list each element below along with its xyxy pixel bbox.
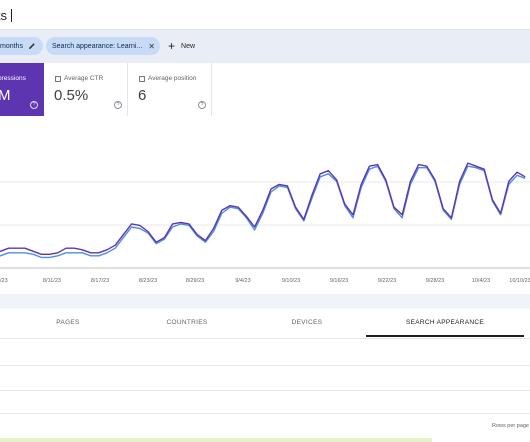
notification-strip — [0, 438, 432, 442]
page-title: lts — [0, 8, 7, 23]
x-tick-label: 8/11/23 — [43, 278, 61, 284]
metrics-row: pressions M ? Average CTR 0.5% ? Average… — [0, 63, 530, 116]
plus-icon: + — [168, 39, 176, 53]
divider — [0, 413, 530, 414]
dimension-table: PAGES COUNTRIES DEVICES SEARCH APPEARANC… — [0, 309, 530, 442]
impressions-value: M — [0, 87, 11, 104]
new-filter-button[interactable]: + New — [168, 37, 195, 55]
ctr-checkbox[interactable] — [55, 76, 61, 82]
series-line-purple — [0, 162, 526, 256]
date-range-chip[interactable]: months — [0, 37, 43, 55]
search-appearance-label: Search appearance: Learni... — [52, 42, 143, 50]
x-tick-label: 9/22/23 — [378, 278, 396, 284]
x-tick-label: 9/16/23 — [330, 278, 348, 284]
close-icon[interactable]: ✕ — [148, 41, 155, 51]
line-chart: 8/5/23 8/11/23 8/17/23 8/23/23 8/29/23 9/4/23… — [0, 162, 530, 284]
text-cursor — [11, 9, 12, 22]
help-icon[interactable]: ? — [30, 101, 38, 109]
tab-search-appearance[interactable]: SEARCH APPEARANCE — [366, 309, 524, 337]
help-icon[interactable]: ? — [114, 101, 122, 109]
filter-bar: months Search appearance: Learni... ✕ + … — [0, 30, 530, 63]
x-tick-label: 9/4/23 — [235, 278, 250, 284]
tab-pages[interactable]: PAGES — [56, 319, 80, 326]
x-tick-label: 8/29/23 — [186, 278, 204, 284]
ctr-label: Average CTR — [64, 75, 104, 82]
impressions-card[interactable]: pressions M ? — [0, 63, 44, 116]
divider — [0, 338, 530, 339]
x-tick-label: 8/17/23 — [91, 278, 109, 284]
position-value: 6 — [138, 87, 147, 104]
search-appearance-chip[interactable]: Search appearance: Learni... ✕ — [46, 37, 160, 55]
x-tick-label: 8/5/23 — [0, 278, 8, 284]
x-tick-label: 8/23/23 — [139, 278, 157, 284]
ctr-value: 0.5% — [54, 87, 89, 104]
average-position-card[interactable]: Average position 6 ? — [128, 63, 212, 116]
rows-per-page-label: Rows per page — [492, 423, 529, 429]
tab-devices[interactable]: DEVICES — [291, 319, 323, 326]
pencil-icon[interactable] — [28, 42, 36, 50]
x-tick-label: 9/10/23 — [282, 278, 300, 284]
position-label: Average position — [148, 75, 197, 82]
x-tick-label: 10/10/23 — [509, 278, 530, 284]
date-range-label: months — [0, 42, 23, 50]
impressions-label: pressions — [0, 75, 26, 82]
x-tick-label: 9/28/23 — [426, 278, 444, 284]
position-checkbox[interactable] — [139, 76, 145, 82]
tab-countries[interactable]: COUNTRIES — [166, 319, 208, 326]
divider — [0, 365, 530, 366]
help-icon[interactable]: ? — [198, 101, 206, 109]
performance-chart: 8/5/23 8/11/23 8/17/23 8/23/23 8/29/23 9/4/23… — [0, 116, 530, 294]
new-filter-label: New — [181, 42, 196, 50]
x-tick-label: 10/4/23 — [472, 278, 490, 284]
divider — [0, 390, 530, 391]
average-ctr-card[interactable]: Average CTR 0.5% ? — [44, 63, 128, 116]
report-title-bar: lts — [0, 0, 530, 30]
